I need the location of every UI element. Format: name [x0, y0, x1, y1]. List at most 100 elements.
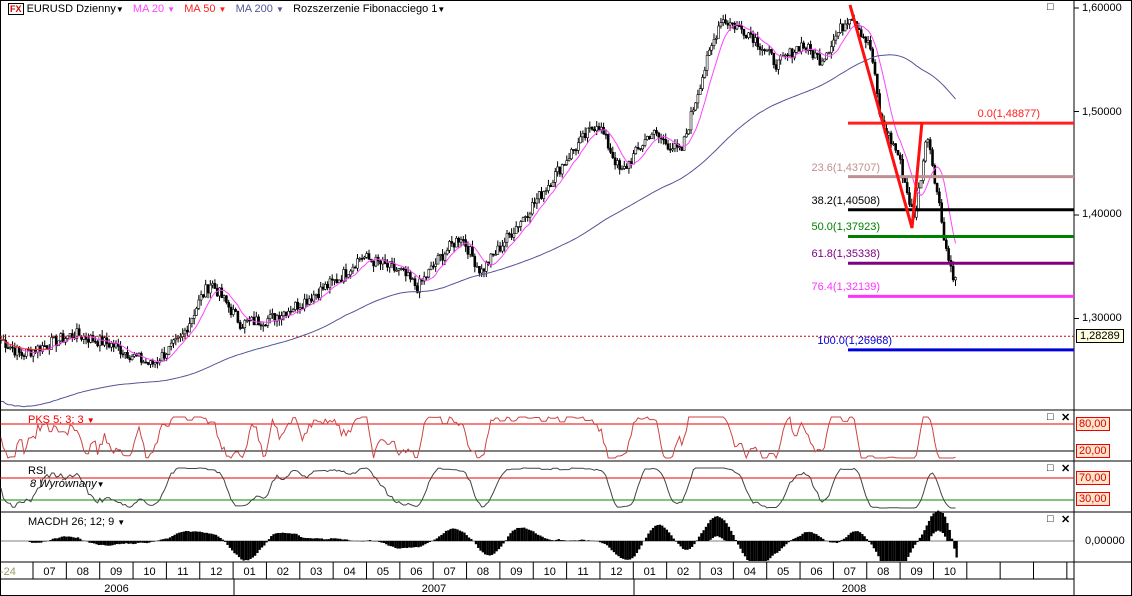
candle	[268, 314, 272, 319]
candle	[388, 261, 392, 268]
macd-bar	[808, 531, 811, 541]
macd-bar	[672, 538, 675, 541]
macd-bar	[456, 529, 459, 541]
candle	[816, 52, 819, 55]
candle	[908, 192, 911, 205]
candle	[321, 286, 325, 290]
macd-bar	[881, 541, 885, 561]
close-stoch-button[interactable]: ✕	[1061, 412, 1071, 424]
fib-level-label: 100.0(1,26968)	[817, 334, 892, 347]
macd-bar	[385, 541, 388, 545]
macd-bar	[645, 537, 648, 541]
maximize-stoch-button[interactable]: □	[1047, 411, 1054, 423]
maximize-main-button[interactable]: □	[1047, 1, 1054, 13]
macd-bar	[118, 541, 121, 545]
macd-bar	[309, 538, 312, 541]
candle	[335, 279, 339, 283]
candle	[524, 216, 527, 218]
candle	[128, 357, 132, 361]
candle	[236, 311, 240, 323]
macd-title[interactable]: MACDH 26; 12; 9 ▼	[28, 516, 126, 528]
macd-bar	[37, 541, 41, 543]
macd-bar	[626, 541, 629, 560]
candle	[533, 202, 536, 204]
candle	[441, 254, 444, 261]
macd-bar	[693, 541, 696, 545]
macd-bar	[810, 532, 813, 541]
macd-bar	[182, 531, 185, 541]
macd-bar	[564, 540, 567, 541]
candle	[583, 133, 587, 139]
macd-bar	[341, 539, 344, 541]
candle	[675, 143, 679, 148]
macd-bar	[129, 541, 133, 544]
candle	[225, 295, 228, 303]
candle	[622, 166, 626, 169]
close-macd-button[interactable]: ✕	[1061, 514, 1071, 526]
macd-bar	[536, 534, 540, 541]
ma20-line	[0, 23, 956, 363]
macd-bar	[654, 525, 657, 541]
candle	[563, 164, 566, 166]
macd-bar	[495, 541, 498, 552]
candle	[843, 23, 847, 32]
candle	[616, 160, 619, 166]
macd-bar	[578, 540, 581, 541]
candle	[924, 141, 927, 162]
candle	[719, 22, 723, 27]
candle	[540, 191, 543, 199]
close-rsi-button[interactable]: ✕	[1061, 463, 1071, 475]
maximize-rsi-button[interactable]: □	[1047, 462, 1054, 474]
macd-bar	[773, 541, 777, 554]
macd-bar	[608, 541, 611, 548]
candle	[133, 353, 136, 357]
candle	[737, 25, 741, 27]
stoch-title[interactable]: PKS 5; 3; 3 ▼	[28, 414, 95, 426]
macd-bar	[509, 533, 512, 541]
candle	[604, 133, 608, 136]
macd-bar	[927, 520, 931, 541]
ma50-menu[interactable]: MA 50 ▼	[184, 3, 227, 15]
candle	[144, 361, 148, 364]
macd-bar	[474, 541, 478, 545]
macd-bar	[776, 541, 779, 553]
macd-bar	[888, 541, 892, 561]
maximize-macd-button[interactable]: □	[1047, 513, 1054, 525]
macd-bar	[419, 541, 422, 547]
candle	[300, 307, 304, 309]
candle	[282, 311, 286, 317]
macd-bar	[306, 538, 310, 541]
macd-bar	[879, 541, 882, 561]
macd-bar	[458, 530, 461, 541]
rsi-title[interactable]: RSI	[28, 465, 47, 477]
macd-bar	[709, 519, 712, 540]
macd-bar	[766, 541, 770, 561]
candle	[735, 25, 739, 30]
fib-menu[interactable]: Rozszerzenie Fibonacciego 1▼	[293, 3, 446, 15]
macd-bar	[934, 511, 938, 532]
symbol-menu[interactable]: EURUSD Dzienny▼	[26, 3, 124, 15]
candle	[586, 127, 589, 139]
macd-bar	[532, 531, 535, 541]
macd-bar	[479, 541, 482, 551]
candle	[29, 349, 33, 357]
candle	[59, 333, 63, 342]
macd-bar	[877, 541, 880, 557]
macd-bar	[727, 526, 731, 541]
macd-bar	[863, 536, 866, 541]
macd-bar	[651, 527, 655, 541]
candle	[954, 277, 957, 281]
candle	[146, 362, 150, 365]
candle	[786, 54, 789, 57]
ma200-menu[interactable]: MA 200 ▼	[235, 3, 284, 15]
macd-bar	[28, 541, 31, 542]
candle	[140, 352, 143, 363]
ma20-menu[interactable]: MA 20 ▼	[132, 3, 176, 15]
macd-bar	[914, 541, 917, 545]
candle	[606, 134, 610, 149]
candle	[13, 347, 17, 356]
rsi-subtitle[interactable]: 8 Wyrównany▼	[30, 478, 105, 490]
macd-bar	[320, 538, 323, 541]
macd-bar	[150, 541, 153, 542]
